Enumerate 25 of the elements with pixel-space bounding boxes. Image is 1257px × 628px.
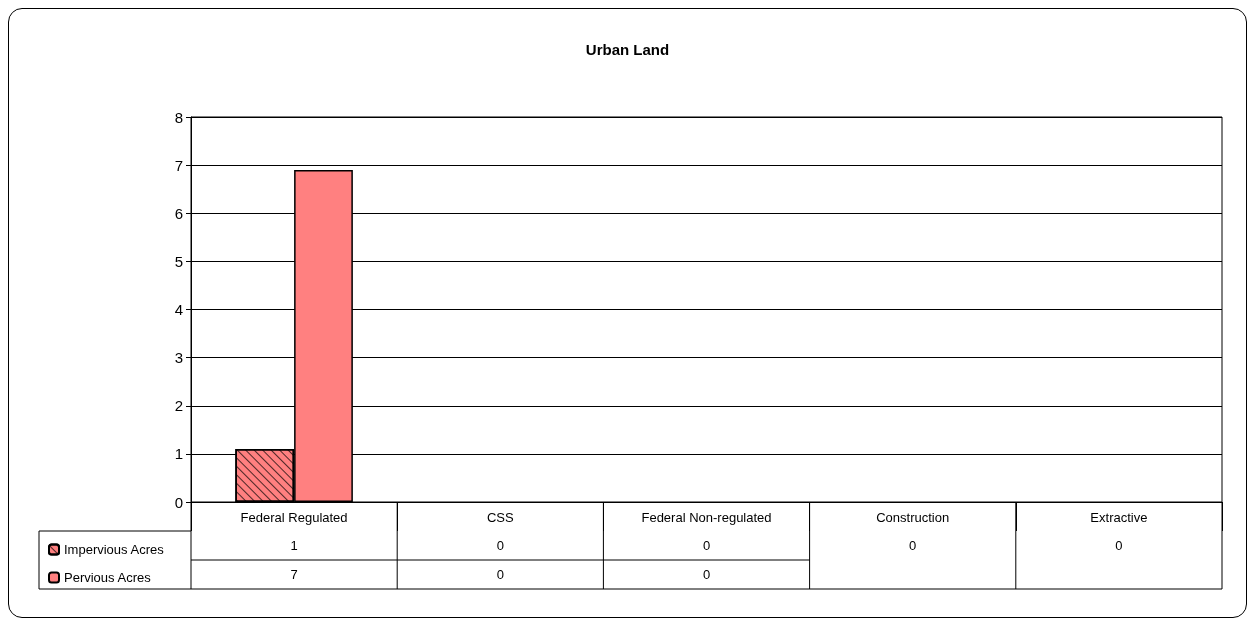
data-label: 0 [909, 538, 917, 553]
data-label: 0 [702, 567, 711, 582]
data-label: 7 [290, 567, 298, 582]
data-label: 0 [496, 567, 504, 582]
x-tick-label: CSS [486, 510, 514, 525]
y-tick-label: 7 [174, 156, 183, 174]
x-tick-label: Construction [876, 510, 950, 525]
chart-title: Urban Land [585, 41, 670, 58]
x-tick-label: Federal Non-regulated [641, 510, 772, 525]
x-tick-label: Federal Regulated [240, 510, 348, 525]
y-tick-label: 5 [174, 252, 183, 270]
data-label: 0 [702, 538, 711, 553]
y-tick-label: 4 [174, 301, 183, 318]
y-tick-label: 8 [174, 108, 183, 126]
y-tick-label: 3 [174, 349, 183, 367]
y-tick-label: 2 [174, 397, 183, 415]
data-label: 0 [496, 538, 504, 553]
legend-label: Pervious Acres [64, 570, 152, 585]
y-tick-label: 6 [174, 204, 183, 222]
y-tick-label: 0 [174, 493, 183, 511]
x-tick-label: Extractive [1090, 510, 1148, 525]
data-label: 0 [1115, 538, 1123, 553]
data-label: 1 [290, 538, 298, 553]
y-tick-label: 1 [174, 445, 183, 463]
legend-label: Impervious Acres [64, 542, 165, 557]
